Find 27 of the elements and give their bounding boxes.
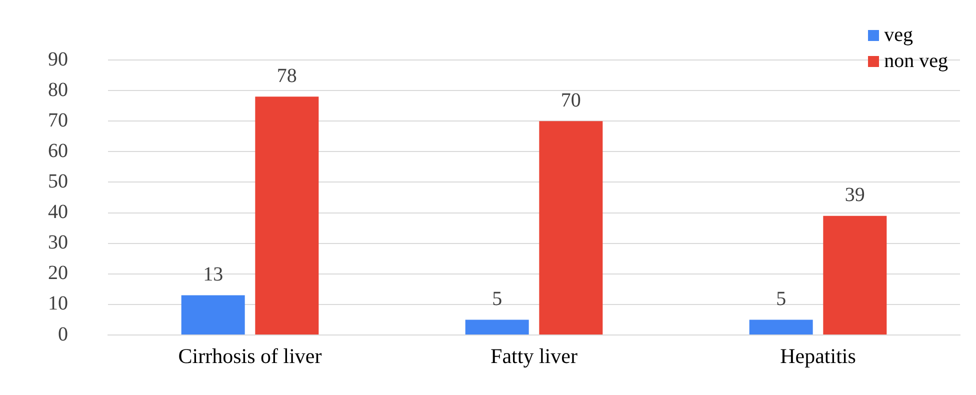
y-tick-label: 80 [48, 78, 68, 101]
y-tick-label: 40 [48, 201, 68, 224]
x-tick-label: Cirrhosis of liver [178, 344, 322, 368]
bar [181, 295, 245, 334]
data-label: 13 [203, 264, 224, 286]
y-tick-label: 20 [48, 262, 68, 284]
data-label: 39 [844, 184, 865, 206]
bar [749, 320, 813, 334]
data-label: 78 [276, 64, 297, 87]
bar [539, 121, 603, 334]
data-label: 5 [492, 288, 502, 310]
legend-label: non veg [884, 50, 948, 72]
x-tick-label: Fatty liver [490, 344, 578, 368]
legend-label: veg [884, 24, 913, 46]
y-tick-label: 30 [48, 232, 68, 254]
bar [465, 320, 529, 334]
y-tick-label: 0 [58, 323, 68, 346]
data-label: 5 [776, 288, 786, 310]
y-tick-label: 70 [48, 109, 68, 132]
y-tick-label: 50 [48, 170, 68, 192]
y-tick-label: 60 [48, 140, 68, 162]
bar [255, 96, 319, 334]
data-label: 70 [560, 89, 581, 112]
bar [823, 216, 887, 334]
y-tick-label: 10 [48, 292, 68, 315]
x-tick-label: Hepatitis [780, 344, 856, 368]
y-tick-label: 90 [48, 48, 68, 70]
